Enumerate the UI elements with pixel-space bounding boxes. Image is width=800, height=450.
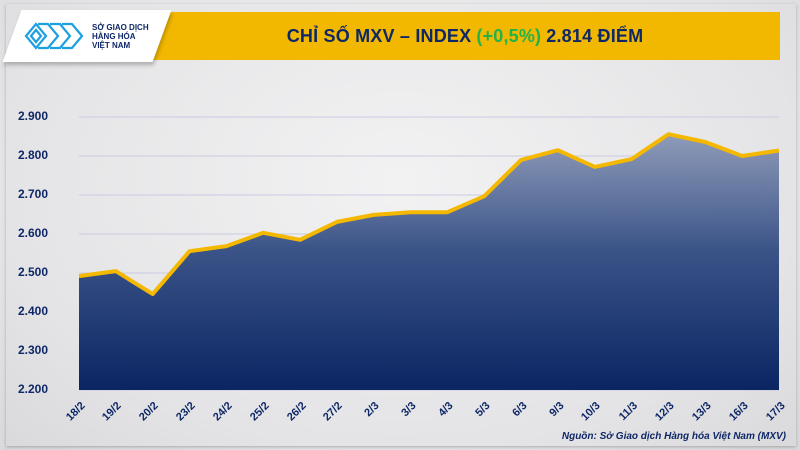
- title-banner: CHỈ SỐ MXV – INDEX (+0,5%) 2.814 ĐIỂM: [150, 12, 780, 60]
- logo-line-1: SỞ GIAO DỊCH: [92, 22, 149, 32]
- logo-line-3: VIỆT NAM: [92, 40, 131, 50]
- source-note: Nguồn: Sở Giao dịch Hàng hóa Việt Nam (M…: [561, 431, 786, 442]
- y-tick-label: 2.800: [18, 148, 49, 162]
- y-tick-label: 2.700: [18, 187, 49, 201]
- title-main: CHỈ SỐ MXV – INDEX: [286, 25, 472, 46]
- y-tick-label: 2.400: [18, 304, 49, 318]
- logo-line-2: HÀNG HÓA: [92, 31, 136, 41]
- mxv-logo-icon: [24, 22, 84, 50]
- y-tick-label: 2.200: [18, 382, 49, 396]
- area-fill: [79, 134, 779, 390]
- y-tick-label: 2.500: [18, 265, 49, 279]
- y-tick-label: 2.600: [18, 226, 49, 240]
- logo: SỞ GIAO DỊCH HÀNG HÓA VIỆT NAM: [24, 18, 149, 54]
- title-change: (+0,5%): [476, 25, 542, 46]
- index-line: [78, 132, 780, 297]
- y-tick-label: 2.900: [18, 109, 49, 123]
- y-tick-label: 2.300: [18, 343, 49, 357]
- chart-title: CHỈ SỐ MXV – INDEX (+0,5%) 2.814 ĐIỂM: [150, 12, 780, 60]
- title-value: 2.814 ĐIỂM: [546, 25, 644, 46]
